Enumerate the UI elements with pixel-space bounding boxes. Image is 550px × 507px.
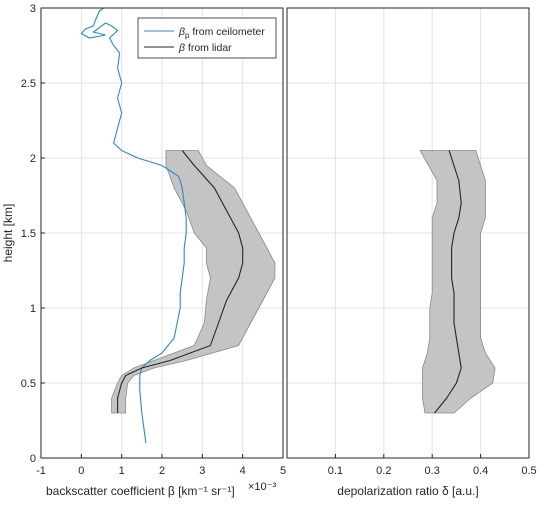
- legend: βp from ceilometer β from lidar: [137, 17, 277, 59]
- right-x-tick-label-2: 0.3: [425, 465, 440, 477]
- left-x-tick-label-6: 5: [280, 465, 286, 477]
- right-x-tick-label-1: 0.2: [376, 465, 391, 477]
- left-x-tick-label-1: 0: [78, 465, 84, 477]
- right-x-tick-label-0: 0.1: [328, 465, 343, 477]
- right-uncertainty-band: [419, 150, 496, 414]
- legend-entry-lidar: β from lidar: [178, 42, 232, 54]
- right-lines: [434, 150, 462, 414]
- left-y-tick-label-6: 3: [30, 3, 36, 15]
- left-series-line-1: [117, 150, 244, 413]
- left-panel: -1 0 1 2 3 4 5 00.511.522.53 backscatter coeff…: [1, 3, 286, 498]
- left-x-tick-label-0: -1: [36, 465, 46, 477]
- right-series-line-0: [434, 150, 462, 414]
- left-y-tick-label-3: 1.5: [21, 228, 36, 240]
- left-series-line-0: [80, 7, 187, 444]
- left-x-ticks: -1 0 1 2 3 4 5: [36, 454, 286, 477]
- left-lines: [80, 7, 244, 444]
- left-x-tick-label-3: 2: [159, 465, 165, 477]
- left-x-tick-label-4: 3: [199, 465, 205, 477]
- legend-entry-ceilometer: βp from ceilometer: [178, 26, 265, 40]
- left-x-axis-label: backscatter coefficient β [km⁻¹ sr⁻¹]: [46, 484, 235, 498]
- left-y-tick-label-0: 0: [30, 453, 36, 465]
- left-y-tick-label-5: 2.5: [21, 78, 36, 90]
- left-y-tick-label-1: 0.5: [21, 378, 36, 390]
- left-x-multiplier: ×10⁻³: [248, 481, 276, 493]
- right-plot-frame: [286, 7, 530, 459]
- left-y-tick-label-2: 1: [30, 303, 36, 315]
- right-x-tick-label-4: 0.5: [521, 465, 536, 477]
- right-x-tick-label-3: 0.4: [473, 465, 488, 477]
- left-x-tick-label-2: 1: [119, 465, 125, 477]
- left-y-ticks: 0 0.5 1 1.5 2 2.5 3: [21, 3, 45, 465]
- left-y-tick-label-4: 2: [30, 153, 36, 165]
- legend-box: [137, 17, 277, 59]
- right-panel: 0.1 0.2 0.3 0.4 0.5 depolarization ratio δ […: [286, 7, 537, 498]
- right-x-axis-label: depolarization ratio δ [a.u.]: [337, 484, 478, 498]
- right-x-ticks: 0.1 0.2 0.3 0.4 0.5: [328, 454, 537, 477]
- left-x-tick-label-5: 4: [240, 465, 246, 477]
- left-y-axis-label: height [km]: [1, 204, 15, 263]
- right-band-0: [419, 150, 496, 414]
